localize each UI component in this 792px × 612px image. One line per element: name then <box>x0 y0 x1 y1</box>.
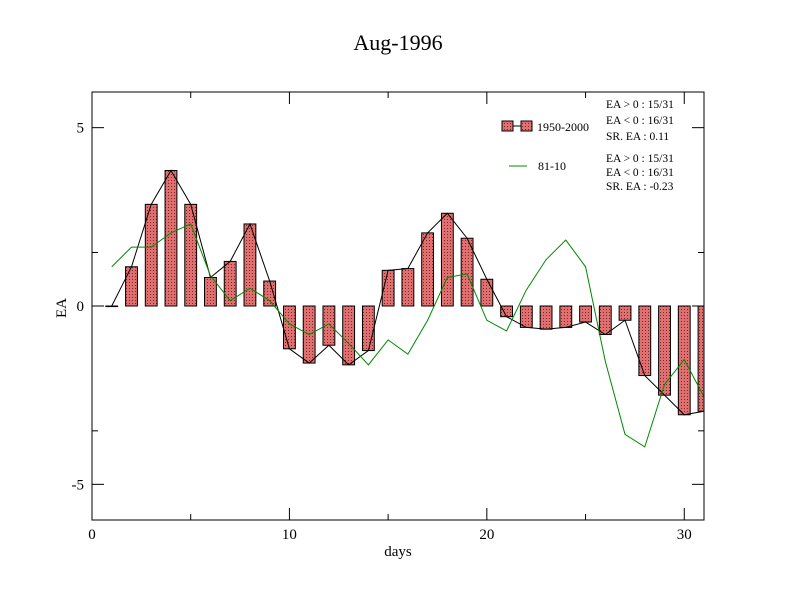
legend-label-1950-2000: 1950-2000 <box>537 120 589 134</box>
bar-day-7 <box>223 260 237 307</box>
bar-day-19 <box>460 237 474 307</box>
y-axis-label: EA <box>54 298 70 318</box>
legend: 1950-2000 EA > 0 : 15/31 EA < 0 : 16/31 SR.… <box>501 99 674 193</box>
bar-day-25 <box>579 305 592 323</box>
bar-day-22 <box>519 305 533 328</box>
bar-day-13 <box>342 305 356 366</box>
bar-day-18 <box>440 212 454 307</box>
bar-day-3 <box>144 203 158 307</box>
bar-day-16 <box>401 268 415 307</box>
legend-stat-81-10: EA > 0 : 15/31 <box>606 153 674 165</box>
bar-day-6 <box>204 276 217 307</box>
x-tick-label: 0 <box>88 527 96 543</box>
legend-swatch-bar-right <box>520 120 533 132</box>
legend-stat-1950-2000: EA > 0 : 15/31 <box>606 99 674 111</box>
legend-stat-1950-2000: EA < 0 : 16/31 <box>606 115 674 127</box>
chart-title: Aug-1996 <box>353 30 442 55</box>
bar-day-10 <box>282 305 296 350</box>
bar-day-14 <box>361 305 375 352</box>
ticks-layer: 0 10 20 30 -5 0 5 <box>72 92 704 543</box>
bar-day-20 <box>480 278 494 307</box>
legend-stat-81-10: EA < 0 : 16/31 <box>606 167 674 179</box>
legend-stat-81-10: SR. EA : -0.23 <box>606 181 674 193</box>
bar-day-2 <box>125 266 138 307</box>
bar-day-1 <box>105 305 119 308</box>
lines-layer <box>111 169 705 448</box>
plot-frame <box>91 91 705 521</box>
x-tick-label: 20 <box>479 527 494 543</box>
y-tick-label: 0 <box>77 299 85 315</box>
series-line-81-10 <box>111 223 705 448</box>
bar-day-17 <box>421 232 435 307</box>
bar-day-24 <box>559 305 573 328</box>
legend-label-81-10: 81-10 <box>538 159 566 173</box>
bar-day-4 <box>164 169 178 307</box>
bar-day-27 <box>618 305 632 321</box>
bar-day-21 <box>500 305 514 318</box>
x-axis-label: days <box>384 544 412 560</box>
legend-swatch-bar-left <box>501 120 514 132</box>
x-tick-label: 10 <box>282 527 297 543</box>
bar-day-26 <box>598 305 612 336</box>
y-tick-label: -5 <box>72 477 85 493</box>
legend-stat-1950-2000: SR. EA : 0.11 <box>606 131 669 143</box>
bar-day-23 <box>539 305 553 330</box>
x-tick-label: 30 <box>677 527 692 543</box>
series-line-1950-2000 <box>111 169 705 416</box>
bar-day-29 <box>658 305 671 396</box>
y-tick-label: 5 <box>77 121 85 137</box>
